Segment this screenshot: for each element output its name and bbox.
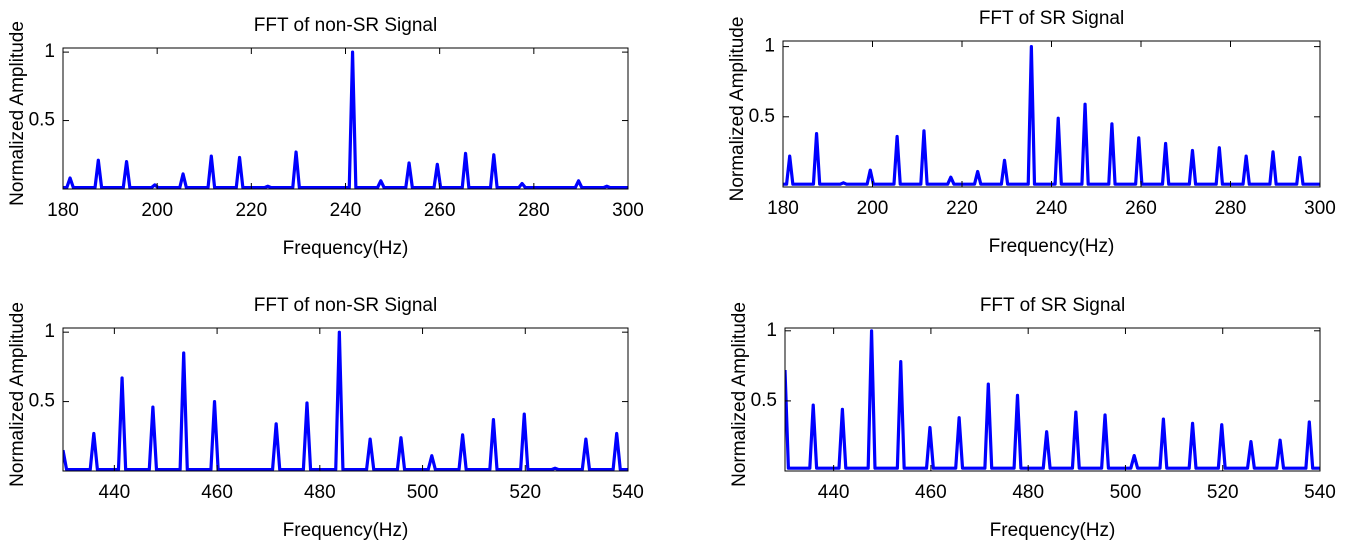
y-axis-label: Normalized Amplitude [729,302,750,487]
x-tick-label: 520 [1207,482,1239,503]
axes-box [784,327,1321,472]
y-tick-label: 1 [764,36,775,57]
x-tick-label: 260 [424,200,456,221]
x-tick-label: 480 [304,482,336,503]
spectrum-line [783,45,1320,186]
y-axis-label: Normalized Amplitude [727,17,748,202]
x-tick-label: 500 [407,482,439,503]
chart-title: FFT of SR Signal [980,295,1125,316]
x-tick-label: 460 [915,482,947,503]
x-axis-label: Frequency(Hz) [989,236,1115,257]
x-tick-label: 180 [47,200,79,221]
spectrum-line [785,329,1320,470]
x-tick-label: 240 [330,200,362,221]
x-tick-label: 200 [141,200,173,221]
y-tick-label: 0.5 [749,106,775,127]
x-tick-label: 500 [1110,482,1142,503]
x-axis-label: Frequency(Hz) [283,520,409,541]
x-tick-label: 300 [612,200,644,221]
x-tick-label: 540 [1304,482,1336,503]
x-tick-label: 440 [99,482,131,503]
y-tick-label: 1 [44,321,55,342]
x-axis-label: Frequency(Hz) [283,238,409,259]
plot-area [63,48,628,189]
plot-area [783,41,1320,187]
spectrum-line [63,330,628,471]
x-tick-label: 220 [946,198,978,219]
x-tick-label: 300 [1304,198,1336,219]
x-tick-label: 480 [1012,482,1044,503]
x-tick-label: 220 [235,200,267,221]
x-tick-label: 280 [518,200,550,221]
chart-title: FFT of non-SR Signal [254,295,437,316]
x-tick-label: 280 [1215,198,1247,219]
spectrum-line [63,50,628,189]
x-tick-label: 260 [1125,198,1157,219]
x-tick-label: 520 [509,482,541,503]
y-axis-label: Normalized Amplitude [7,302,28,487]
y-tick-label: 0.5 [29,110,55,131]
chart-title: FFT of SR Signal [979,8,1124,29]
x-tick-label: 540 [612,482,644,503]
x-tick-label: 180 [767,198,799,219]
chart-title: FFT of non-SR Signal [254,15,437,36]
plot-area [785,328,1320,471]
y-tick-label: 0.5 [751,390,777,411]
x-tick-label: 200 [857,198,889,219]
y-tick-label: 0.5 [29,391,55,412]
plot-area [63,328,628,471]
y-tick-label: 1 [766,320,777,341]
x-tick-label: 440 [818,482,850,503]
axes-box [62,327,629,472]
y-axis-label: Normalized Amplitude [7,21,28,206]
x-tick-label: 460 [201,482,233,503]
x-axis-label: Frequency(Hz) [990,520,1116,541]
y-tick-label: 1 [44,41,55,62]
x-tick-label: 240 [1036,198,1068,219]
